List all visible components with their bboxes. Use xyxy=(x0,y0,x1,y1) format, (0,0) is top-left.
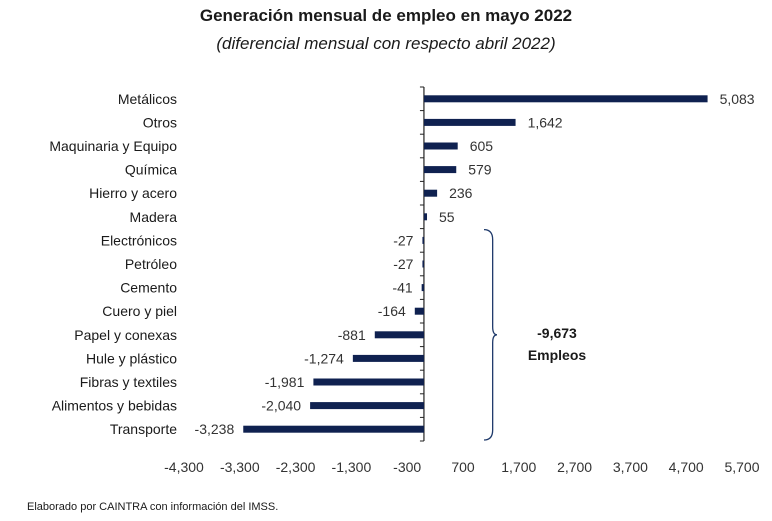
data-label: -164 xyxy=(378,303,406,319)
data-label: -27 xyxy=(393,232,413,248)
bar xyxy=(423,142,458,150)
chart-title: Generación mensual de empleo en mayo 202… xyxy=(199,6,573,25)
x-tick-label: -2,300 xyxy=(276,459,316,475)
bar xyxy=(423,189,438,197)
category-label: Alimentos y bebidas xyxy=(52,398,177,414)
bar xyxy=(310,402,424,410)
category-label: Hule y plástico xyxy=(86,350,177,366)
category-label: Papel y conexas xyxy=(74,327,177,343)
category-label: Química xyxy=(125,162,177,178)
x-tick-label: -3,300 xyxy=(220,459,260,475)
chart-subtitle: (diferencial mensual con respecto abril … xyxy=(216,34,556,53)
annotation-unit: Empleos xyxy=(528,347,587,363)
bar xyxy=(423,95,708,103)
x-tick-label: 3,700 xyxy=(613,459,648,475)
bar xyxy=(374,331,424,339)
x-tick-label: 5,700 xyxy=(724,459,759,475)
category-label: Metálicos xyxy=(118,91,177,107)
category-label: Petróleo xyxy=(125,256,177,272)
category-label: Hierro y acero xyxy=(89,185,177,201)
category-label: Maquinaria y Equipo xyxy=(49,138,177,154)
data-label: -41 xyxy=(392,280,412,296)
data-label: -3,238 xyxy=(195,421,235,437)
category-label: Madera xyxy=(130,209,178,225)
x-tick-label: 700 xyxy=(451,459,475,475)
bar xyxy=(422,260,424,268)
category-label: Electrónicos xyxy=(101,232,177,248)
data-label: -2,040 xyxy=(261,398,301,414)
data-label: 579 xyxy=(468,162,492,178)
source-note: Elaborado por CAINTRA con información de… xyxy=(27,501,279,513)
x-tick-label: 1,700 xyxy=(501,459,536,475)
data-label: -881 xyxy=(338,327,366,343)
data-label: 236 xyxy=(449,185,473,201)
category-label: Otros xyxy=(143,114,177,130)
category-label: Cemento xyxy=(120,280,177,296)
x-tick-label: -300 xyxy=(393,459,421,475)
bar xyxy=(423,118,516,126)
data-label: 605 xyxy=(470,138,494,154)
annotation-total: -9,673 xyxy=(537,325,577,341)
bar xyxy=(422,236,424,244)
data-label: 5,083 xyxy=(720,91,755,107)
bar xyxy=(421,284,424,292)
bar xyxy=(352,354,424,362)
bar xyxy=(423,166,457,174)
data-label: 55 xyxy=(439,209,455,225)
bar xyxy=(414,307,424,315)
x-tick-label: -4,300 xyxy=(164,459,204,475)
category-label: Cuero y piel xyxy=(102,303,177,319)
bar xyxy=(423,213,428,221)
x-tick-label: -1,300 xyxy=(332,459,372,475)
data-label: 1,642 xyxy=(528,114,563,130)
data-label: -1,274 xyxy=(304,350,344,366)
category-label: Transporte xyxy=(110,421,177,437)
x-tick-label: 2,700 xyxy=(557,459,592,475)
category-label: Fibras y textiles xyxy=(80,374,177,390)
bar xyxy=(313,378,424,386)
data-label: -27 xyxy=(393,256,413,272)
x-tick-label: 4,700 xyxy=(669,459,704,475)
annotation-brace xyxy=(483,228,498,441)
data-label: -1,981 xyxy=(265,374,305,390)
bar xyxy=(243,425,424,433)
